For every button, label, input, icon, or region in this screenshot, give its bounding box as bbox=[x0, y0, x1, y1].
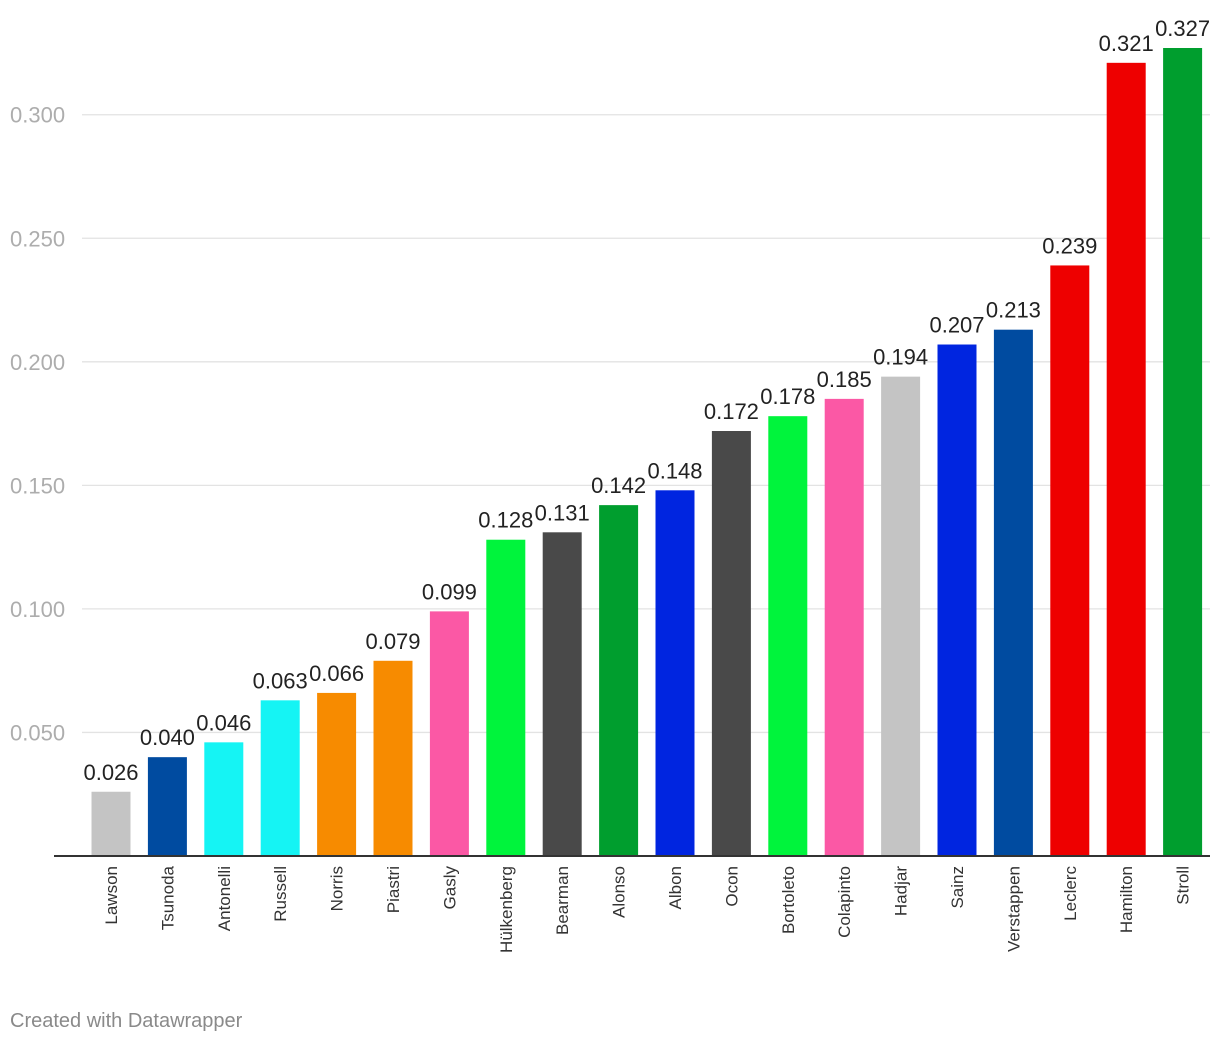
data-label: 0.128 bbox=[478, 508, 533, 533]
bar bbox=[993, 329, 1033, 856]
x-tick-label: Hülkenberg bbox=[497, 866, 516, 953]
footer-credit: Created with Datawrapper bbox=[10, 1010, 243, 1032]
data-label: 0.185 bbox=[817, 367, 872, 392]
x-tick-label: Sainz bbox=[948, 866, 967, 909]
x-tick-label: Colapinto bbox=[835, 866, 854, 938]
data-label: 0.207 bbox=[929, 313, 984, 338]
x-tick-label: Russell bbox=[271, 866, 290, 922]
data-label: 0.213 bbox=[986, 298, 1041, 323]
bar bbox=[204, 742, 244, 856]
y-tick-label: 0.300 bbox=[10, 103, 65, 128]
bar bbox=[1106, 62, 1146, 857]
x-tick-label: Bortoleto bbox=[779, 866, 798, 934]
data-label: 0.239 bbox=[1042, 233, 1097, 258]
bars bbox=[91, 48, 1203, 857]
y-tick-label: 0.100 bbox=[10, 597, 65, 622]
bar bbox=[260, 700, 300, 856]
data-label: 0.178 bbox=[760, 384, 815, 409]
bar bbox=[655, 490, 695, 856]
x-tick-label: Lawson bbox=[102, 866, 121, 925]
data-label: 0.194 bbox=[873, 345, 928, 370]
data-label: 0.040 bbox=[140, 725, 195, 750]
grid-lines bbox=[82, 114, 1210, 734]
bar bbox=[881, 376, 921, 856]
bar bbox=[373, 660, 413, 856]
x-tick-label: Gasly bbox=[440, 866, 459, 910]
bar bbox=[599, 505, 639, 856]
data-label: 0.172 bbox=[704, 399, 759, 424]
y-tick-label: 0.050 bbox=[10, 720, 65, 745]
x-tick-label: Albon bbox=[666, 866, 685, 909]
x-axis: Lawson Tsunoda Antonelli Russell Norris Piast… bbox=[54, 855, 1210, 953]
data-label: 0.026 bbox=[83, 760, 138, 785]
data-label: 0.066 bbox=[309, 661, 364, 686]
y-tick-label: 0.250 bbox=[10, 226, 65, 251]
bar bbox=[429, 611, 469, 856]
x-tick-label: Hadjar bbox=[892, 866, 911, 916]
data-label: 0.079 bbox=[365, 629, 420, 654]
x-tick-label: Norris bbox=[328, 866, 347, 911]
x-tick-label: Bearman bbox=[553, 866, 572, 935]
data-label: 0.142 bbox=[591, 473, 646, 498]
bar bbox=[1050, 265, 1090, 856]
bar bbox=[542, 532, 582, 856]
x-tick-label: Alonso bbox=[610, 866, 629, 918]
data-label: 0.099 bbox=[422, 579, 477, 604]
y-tick-label: 0.200 bbox=[10, 350, 65, 375]
x-tick-label: Ocon bbox=[722, 866, 741, 907]
bar bbox=[1163, 48, 1203, 856]
bar bbox=[824, 398, 864, 856]
x-tick-label: Piastri bbox=[384, 866, 403, 913]
bar bbox=[711, 430, 751, 856]
bar bbox=[317, 692, 357, 856]
bar bbox=[486, 539, 526, 856]
y-axis: 0.050 0.100 0.150 0.200 0.250 0.300 bbox=[10, 103, 65, 746]
data-label: 0.327 bbox=[1155, 16, 1210, 41]
x-tick-label: Tsunoda bbox=[158, 865, 177, 930]
data-label: 0.148 bbox=[647, 458, 702, 483]
x-tick-label: Antonelli bbox=[215, 866, 234, 931]
x-tick-label: Stroll bbox=[1174, 866, 1193, 905]
bar bbox=[147, 757, 187, 856]
bar bbox=[768, 416, 808, 856]
data-label: 0.321 bbox=[1099, 31, 1154, 56]
data-label: 0.063 bbox=[253, 668, 308, 693]
data-label: 0.046 bbox=[196, 710, 251, 735]
x-tick-label: Leclerc bbox=[1061, 866, 1080, 921]
x-tick-label: Verstappen bbox=[1004, 866, 1023, 952]
bar bbox=[937, 344, 977, 856]
bar bbox=[91, 791, 131, 856]
y-tick-label: 0.150 bbox=[10, 473, 65, 498]
x-tick-label: Hamilton bbox=[1117, 866, 1136, 933]
data-label: 0.131 bbox=[535, 500, 590, 525]
